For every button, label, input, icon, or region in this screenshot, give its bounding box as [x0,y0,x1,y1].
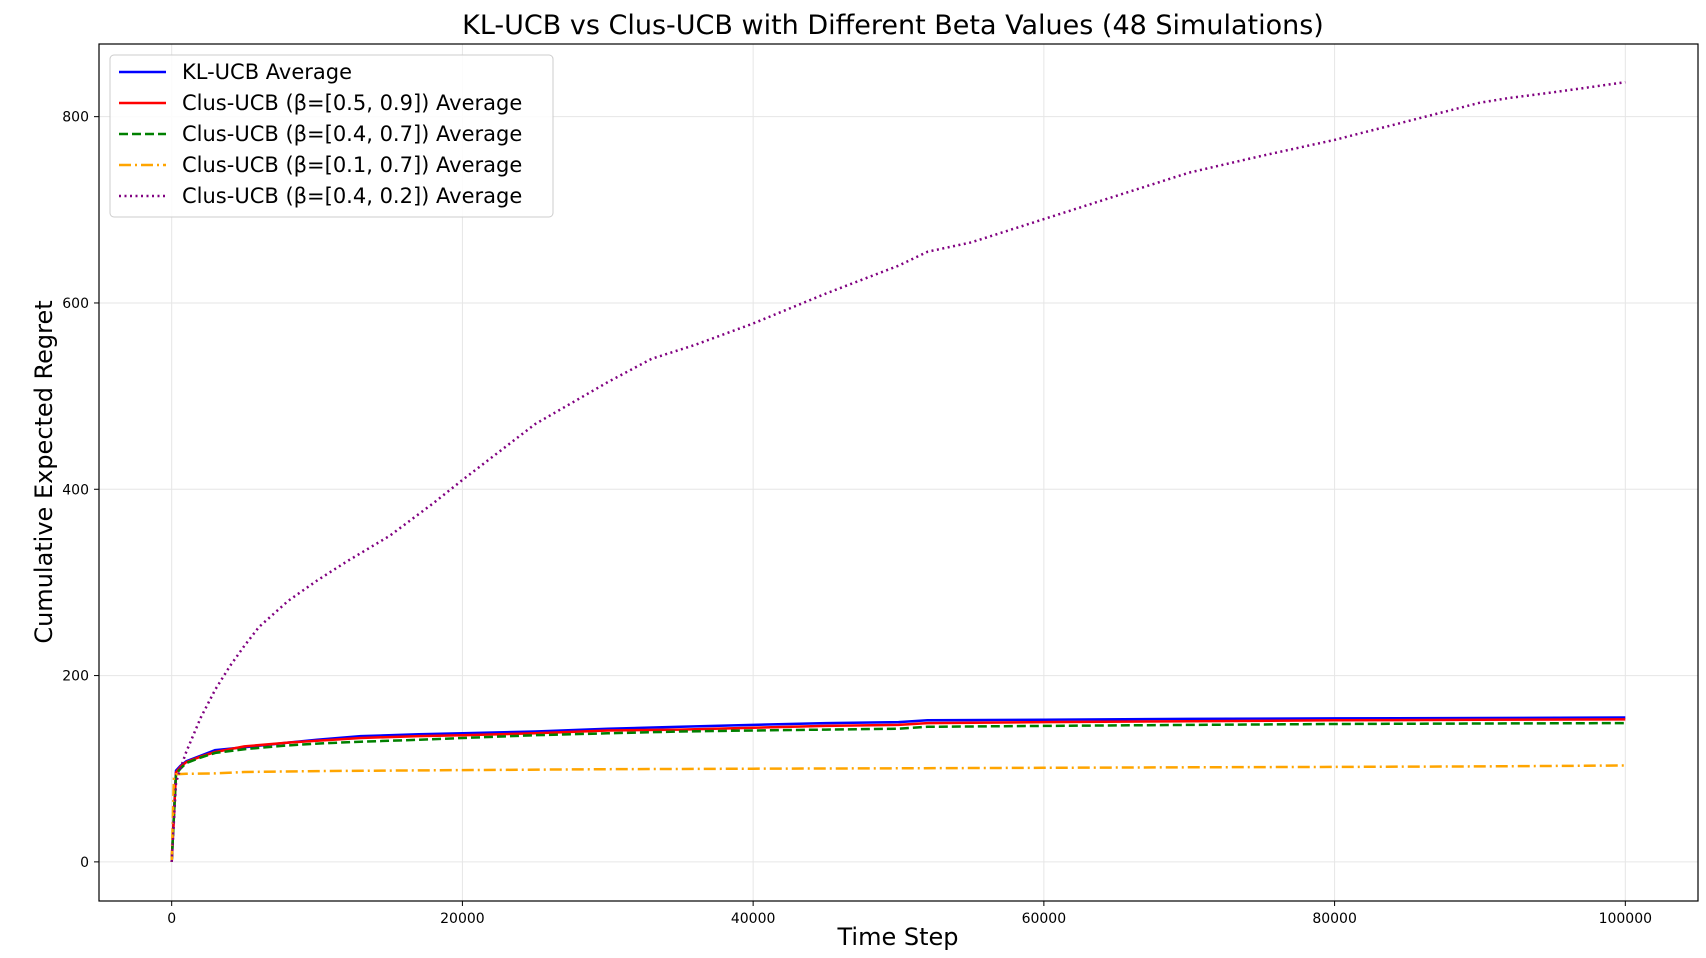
legend-label-2: Clus-UCB (β=[0.5, 0.9]) Average [182,91,522,115]
series-line-3 [170,721,1626,862]
series-line-2 [170,718,1626,862]
y-tick-label: 200 [62,669,89,685]
series-line-5 [170,80,1626,862]
x-axis-label: Time Step [836,923,958,951]
x-tick-label: 0 [167,911,176,927]
x-tick-label: 60000 [1022,911,1067,927]
y-tick-label: 0 [80,855,89,871]
legend-label-1: KL-UCB Average [182,60,352,84]
legend-label-4: Clus-UCB (β=[0.1, 0.7]) Average [182,153,522,177]
legend: KL-UCB Average Clus-UCB (β=[0.5, 0.9]) Av… [109,54,554,218]
legend-label-3: Clus-UCB (β=[0.4, 0.7]) Average [182,122,522,146]
y-tick-label: 400 [62,482,89,498]
x-tick-label: 20000 [440,911,485,927]
y-axis-label: Cumulative Expected Regret [30,300,58,643]
y-ticks: 0 200 400 600 800 [62,110,99,871]
grid [99,44,1698,901]
legend-box [109,54,554,218]
plot-frame [98,43,1699,902]
series-layer [170,80,1626,862]
series-line-4 [170,764,1626,862]
x-tick-label: 40000 [731,911,776,927]
y-tick-label: 800 [62,110,89,126]
y-tick-label: 600 [62,296,89,312]
x-ticks: 0 20000 40000 60000 80000 100000 [167,901,1652,927]
legend-label-5: Clus-UCB (β=[0.4, 0.2]) Average [182,184,522,208]
x-tick-label: 80000 [1312,911,1357,927]
chart-title: KL-UCB vs Clus-UCB with Different Beta V… [462,10,1324,41]
x-tick-label: 100000 [1599,911,1652,927]
